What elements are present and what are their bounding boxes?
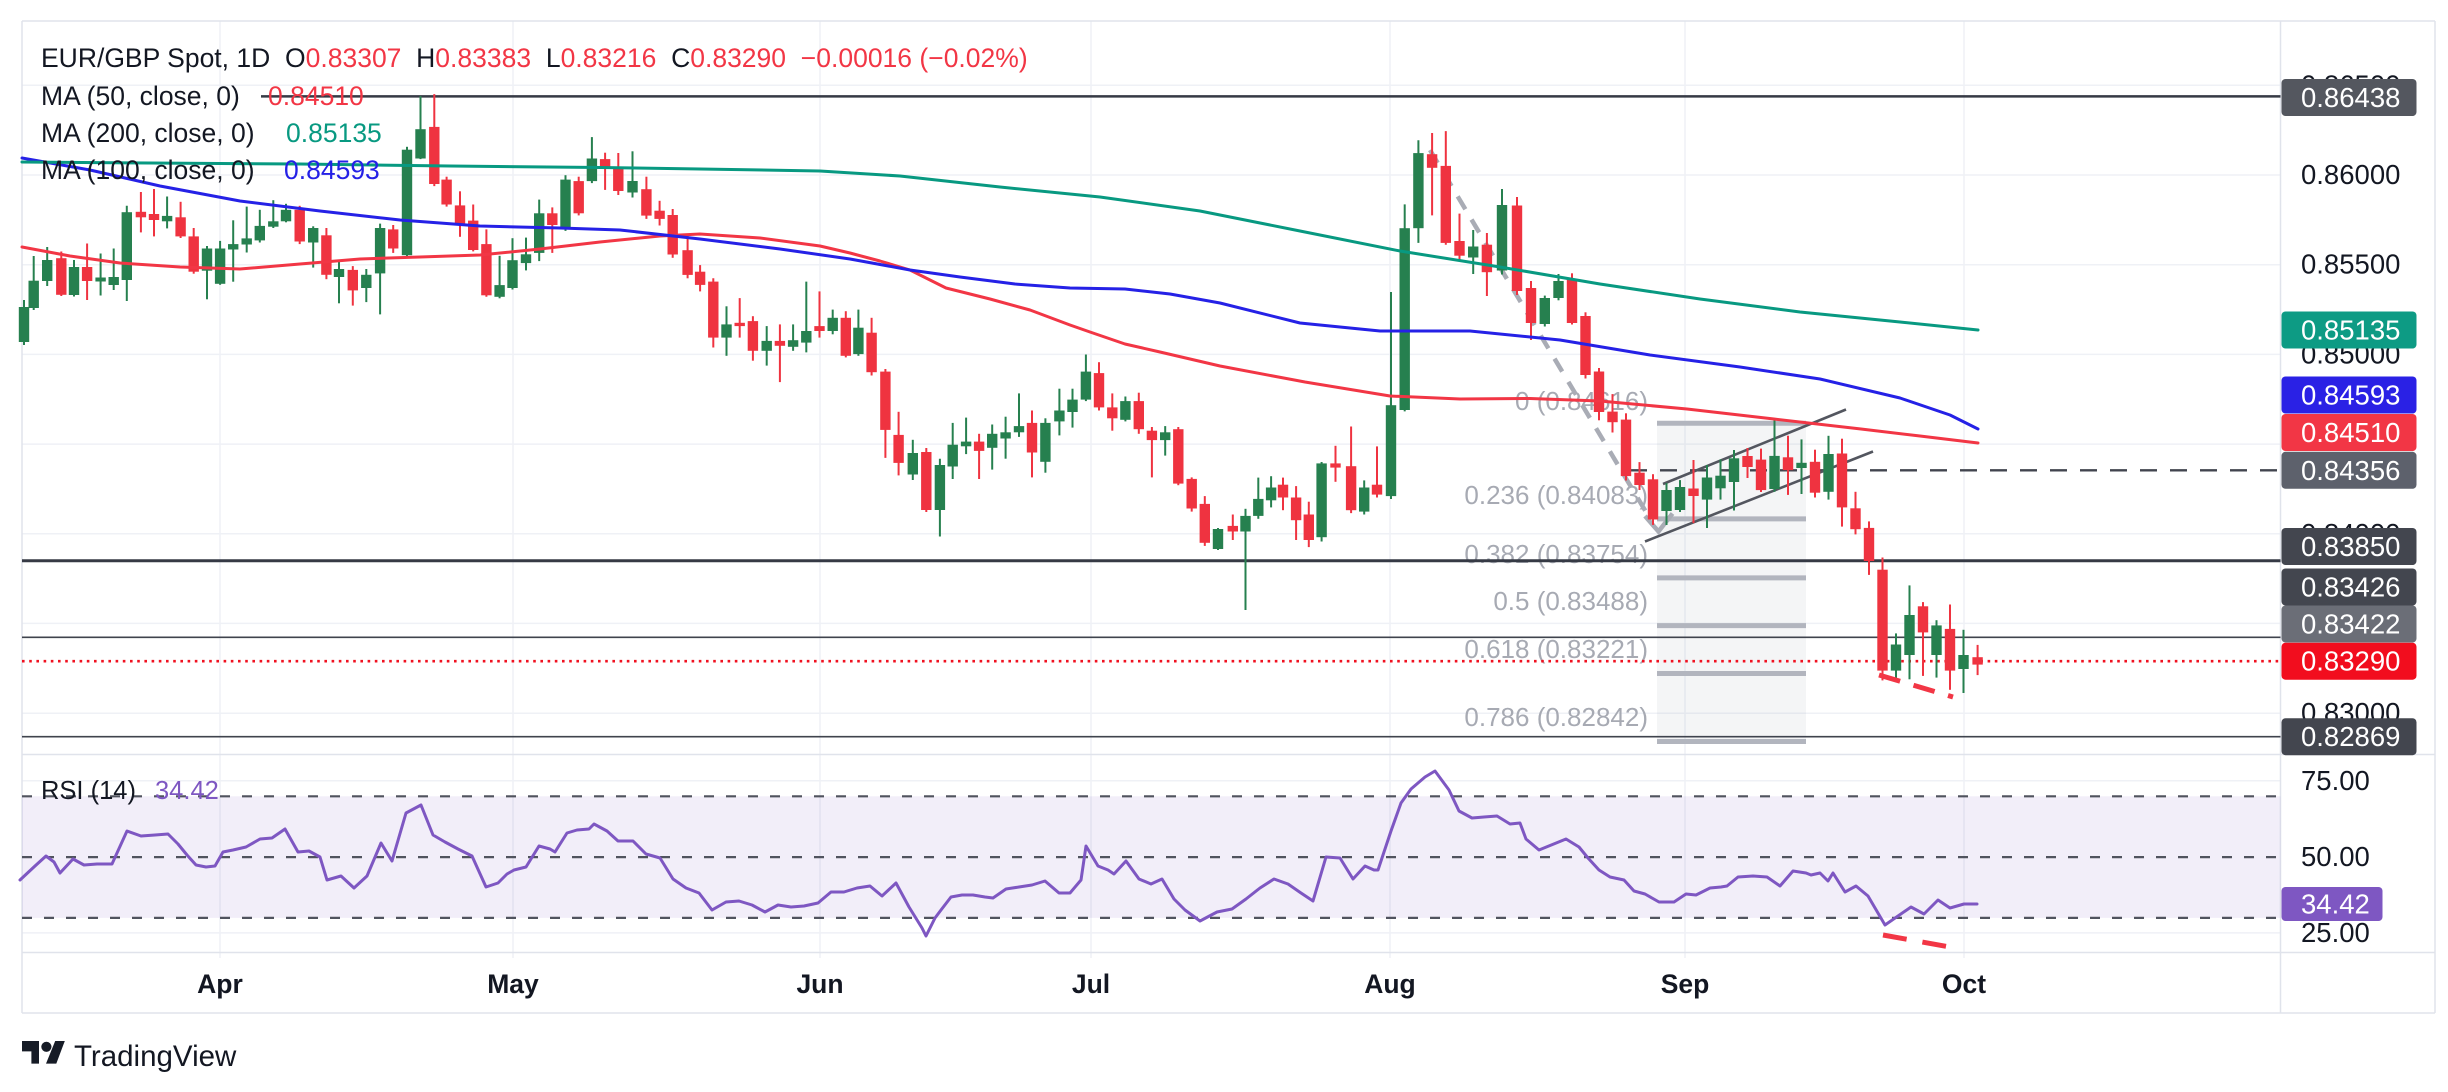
svg-text:May: May [487, 969, 539, 999]
svg-text:0.84510: 0.84510 [2301, 417, 2400, 448]
svg-text:0.5 (0.83488): 0.5 (0.83488) [1493, 586, 1648, 616]
svg-text:Sep: Sep [1661, 969, 1710, 999]
svg-text:TradingView: TradingView [74, 1040, 237, 1073]
svg-text:0.83850: 0.83850 [2301, 531, 2400, 562]
svg-text:0.85135: 0.85135 [286, 118, 382, 148]
svg-text:0.618 (0.83221): 0.618 (0.83221) [1464, 634, 1648, 664]
svg-text:0.86000: 0.86000 [2301, 159, 2400, 190]
svg-text:MA (100, close, 0): MA (100, close, 0) [41, 155, 255, 185]
svg-text:Oct: Oct [1942, 969, 1986, 999]
svg-text:0.786 (0.82842): 0.786 (0.82842) [1464, 702, 1648, 732]
svg-text:0.83290: 0.83290 [2301, 646, 2400, 677]
svg-text:25.00: 25.00 [2301, 917, 2370, 948]
svg-text:0.83426: 0.83426 [2301, 572, 2400, 603]
svg-text:0.86438: 0.86438 [2301, 82, 2400, 113]
svg-text:MA (50, close, 0): MA (50, close, 0) [41, 81, 240, 111]
svg-text:34.42: 34.42 [155, 777, 219, 805]
svg-text:0.84593: 0.84593 [284, 155, 380, 185]
svg-text:0.84593: 0.84593 [2301, 380, 2400, 411]
svg-text:RSI (14): RSI (14) [41, 777, 136, 805]
svg-text:0.85500: 0.85500 [2301, 249, 2400, 280]
svg-text:75.00: 75.00 [2301, 765, 2370, 796]
svg-text:0.84510: 0.84510 [268, 81, 364, 111]
svg-text:0.84356: 0.84356 [2301, 455, 2400, 486]
svg-text:50.00: 50.00 [2301, 841, 2370, 872]
svg-text:Jul: Jul [1072, 969, 1110, 999]
svg-text:Aug: Aug [1364, 969, 1416, 999]
svg-text:0.382 (0.83754): 0.382 (0.83754) [1464, 539, 1648, 569]
svg-text:0.82869: 0.82869 [2301, 721, 2400, 752]
svg-text:0.83422: 0.83422 [2301, 609, 2400, 640]
svg-text:34.42: 34.42 [2301, 889, 2370, 920]
svg-text:0.236 (0.84083): 0.236 (0.84083) [1464, 480, 1648, 510]
svg-text:Apr: Apr [197, 969, 243, 999]
svg-text:0.85135: 0.85135 [2301, 315, 2400, 346]
svg-text:Jun: Jun [796, 969, 843, 999]
svg-text:EUR/GBP Spot, 1D O0.83307 H0: EUR/GBP Spot, 1D O0.83307 H0.83383 L0.83… [41, 43, 1028, 73]
svg-text:MA (200, close, 0): MA (200, close, 0) [41, 118, 255, 148]
